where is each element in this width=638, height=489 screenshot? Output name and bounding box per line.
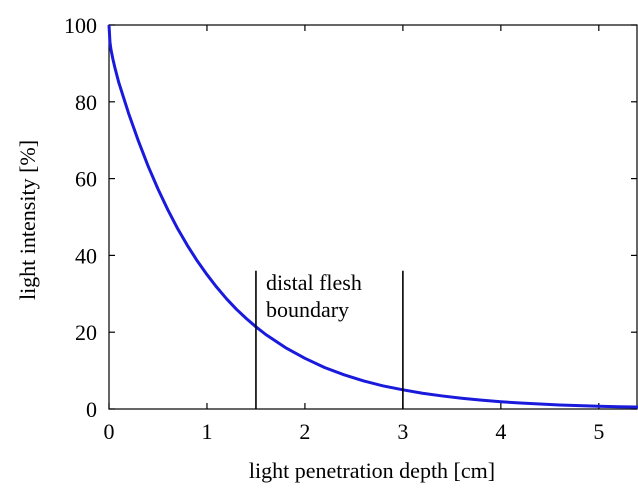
- y-tick-label: 0: [86, 397, 97, 422]
- y-tick-label: 40: [75, 243, 97, 268]
- y-tick-label: 20: [75, 320, 97, 345]
- x-tick-label: 1: [201, 419, 212, 444]
- x-tick-label: 3: [397, 419, 408, 444]
- plot-frame: [108, 24, 638, 410]
- axes-layer: 0 1 2 3 4 5 0 20 40 60 80 100: [64, 13, 638, 444]
- attenuation-curve-line: [107, 24, 638, 409]
- y-tick-label: 100: [64, 13, 97, 38]
- x-tick-label: 5: [593, 419, 604, 444]
- annotation-label-line: distal flesh: [266, 270, 362, 295]
- x-tick-label: 0: [104, 419, 115, 444]
- series-layer: [107, 24, 638, 409]
- x-tick-label: 4: [495, 419, 506, 444]
- y-axis-label: light intensity [%]: [15, 140, 40, 300]
- y-tick-label: 60: [75, 167, 97, 192]
- annotation-label-line: boundary: [266, 297, 349, 322]
- x-axis-label: light penetration depth [cm]: [249, 458, 495, 483]
- y-tick-label: 80: [75, 90, 97, 115]
- x-tick-label: 2: [299, 419, 310, 444]
